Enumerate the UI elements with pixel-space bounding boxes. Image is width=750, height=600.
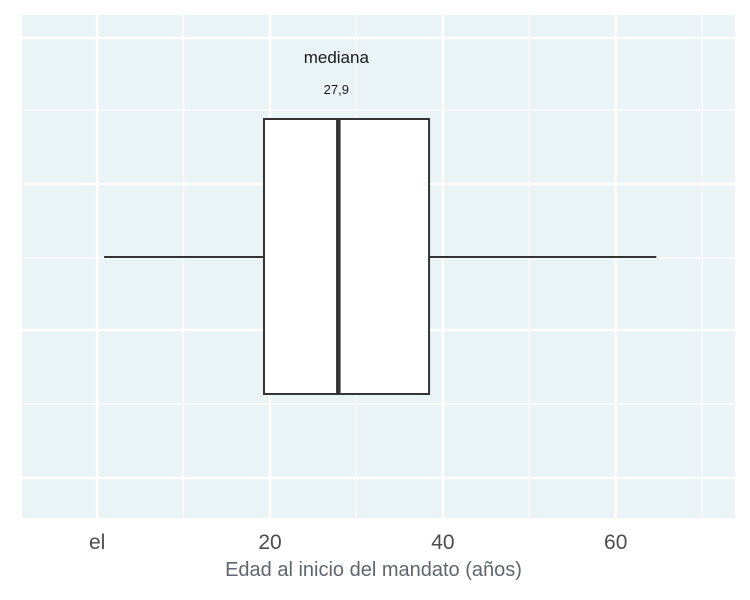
x-tick-label: el [89, 531, 105, 554]
iqr-box [262, 118, 431, 395]
boxplot [104, 118, 657, 395]
median-annotation-value: 27,9 [324, 82, 349, 97]
x-tick-label: 60 [604, 531, 627, 554]
x-axis-ticks: el 20 40 60 [89, 531, 627, 554]
median-annotation-title: mediana [304, 48, 370, 67]
x-tick-label: 40 [431, 531, 454, 554]
x-axis-title: Edad al inicio del mandato (años) [225, 559, 522, 581]
x-tick-label: 20 [258, 531, 281, 554]
